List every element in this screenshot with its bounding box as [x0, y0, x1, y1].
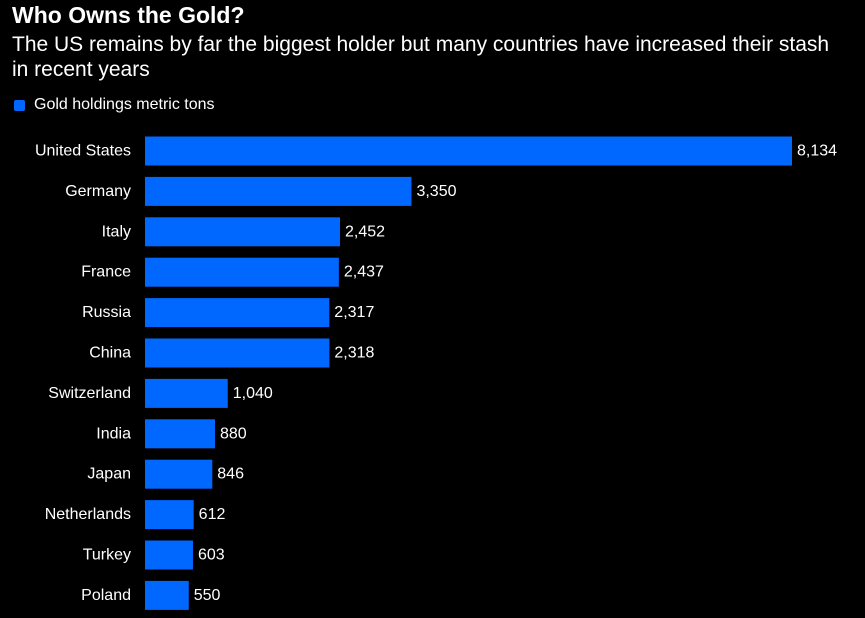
category-label-poland: Poland — [81, 587, 131, 604]
legend: Gold holdings metric tons — [14, 96, 215, 114]
bar-japan — [145, 459, 213, 489]
bar-russia — [145, 298, 330, 328]
category-label-india: India — [96, 425, 131, 442]
value-label-india: 880 — [220, 425, 247, 442]
bar-india — [145, 419, 215, 449]
bar-china — [145, 338, 330, 368]
category-label-italy: Italy — [102, 223, 131, 240]
category-label-china: China — [89, 345, 131, 362]
bar-poland — [145, 580, 189, 610]
category-label-russia: Russia — [82, 304, 131, 321]
chart-subtitle: The US remains by far the biggest holder… — [12, 33, 830, 81]
category-label-japan: Japan — [87, 466, 131, 483]
value-label-china: 2,318 — [334, 345, 374, 362]
legend-label: Gold holdings metric tons — [34, 96, 215, 113]
value-label-russia: 2,317 — [334, 304, 374, 321]
category-label-france: France — [81, 264, 131, 281]
value-label-united-states: 8,134 — [797, 143, 837, 160]
category-label-germany: Germany — [65, 183, 131, 200]
bar-united-states — [145, 136, 792, 166]
category-label-turkey: Turkey — [83, 547, 131, 564]
value-label-turkey: 603 — [198, 547, 225, 564]
value-label-poland: 550 — [194, 587, 221, 604]
bar-france — [145, 257, 339, 287]
chart-title: Who Owns the Gold? — [12, 2, 245, 28]
value-label-netherlands: 612 — [199, 506, 226, 523]
bar-turkey — [145, 540, 193, 570]
category-label-netherlands: Netherlands — [45, 506, 131, 523]
bar-germany — [145, 176, 412, 206]
category-label-switzerland: Switzerland — [48, 385, 131, 402]
value-label-switzerland: 1,040 — [233, 385, 273, 402]
category-label-united-states: United States — [35, 143, 131, 160]
value-label-france: 2,437 — [344, 264, 384, 281]
value-label-italy: 2,452 — [345, 223, 385, 240]
value-label-japan: 846 — [217, 466, 244, 483]
bar-netherlands — [145, 500, 194, 530]
bar-italy — [145, 217, 341, 247]
legend-swatch — [14, 99, 25, 111]
bar-switzerland — [145, 378, 228, 408]
value-label-germany: 3,350 — [416, 183, 456, 200]
